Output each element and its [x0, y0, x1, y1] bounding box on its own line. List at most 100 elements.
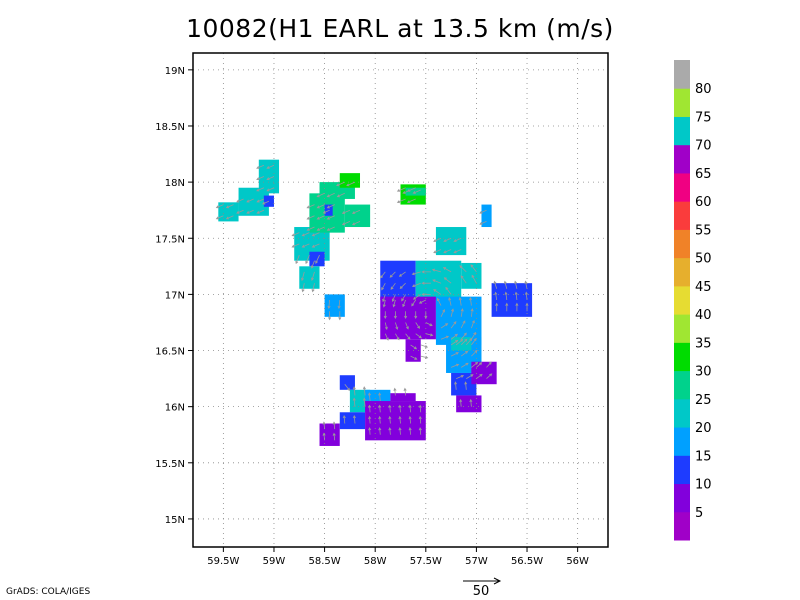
wind-vector — [368, 427, 372, 435]
wind-vector — [459, 265, 467, 273]
grid-lines — [193, 53, 608, 547]
y-tick-label: 17N — [165, 290, 185, 301]
wind-vector — [402, 299, 406, 308]
wind-vector — [459, 398, 463, 407]
wind-vector — [486, 361, 492, 368]
wind-vector — [450, 340, 459, 346]
x-tick-label: 56.5W — [511, 556, 543, 567]
colorbar-swatch — [674, 314, 690, 343]
plot-frame — [192, 52, 609, 548]
wind-vector — [460, 338, 468, 346]
wind-cell — [390, 393, 416, 402]
wind-vector — [266, 176, 275, 181]
wind-vector — [326, 204, 335, 209]
colorbar-swatch — [674, 172, 690, 202]
wind-cell — [263, 195, 274, 207]
colorbar-swatch — [674, 370, 690, 400]
wind-vector — [256, 187, 265, 192]
x-tick-label: 57.5W — [410, 556, 442, 567]
wind-cell — [491, 283, 533, 317]
wind-vector — [403, 387, 407, 396]
wind-vector — [346, 181, 356, 187]
colorbar-label: 45 — [695, 280, 712, 295]
wind-vector — [344, 383, 351, 391]
wind-cell — [471, 361, 497, 385]
wind-vector — [246, 209, 254, 214]
x-tick-label: 59.5W — [207, 556, 239, 567]
wind-vector — [395, 333, 400, 341]
colorbar-label: 65 — [695, 167, 712, 182]
wind-vector — [388, 404, 392, 413]
x-tick-label: 58W — [364, 556, 387, 567]
wind-vector — [525, 302, 529, 312]
wind-vector — [515, 302, 519, 312]
wind-vector — [326, 215, 335, 220]
wind-vector — [225, 215, 234, 220]
wind-vector — [450, 308, 455, 317]
wind-vector — [368, 392, 372, 402]
colorbar-label: 20 — [695, 421, 712, 436]
wind-vector — [410, 344, 418, 350]
wind-vector — [421, 281, 431, 285]
wind-vector — [391, 294, 396, 302]
wind-vector — [393, 387, 397, 396]
wind-cell — [339, 412, 366, 430]
colorbar-label: 15 — [695, 449, 712, 464]
wind-cell — [339, 173, 361, 188]
wind-vector — [336, 181, 345, 187]
wind-vector — [503, 280, 508, 289]
colorbar-swatch — [674, 201, 690, 230]
wind-vector — [332, 421, 336, 430]
wind-vector — [351, 221, 361, 226]
colorbar-label: 60 — [695, 195, 712, 210]
wind-vector — [256, 209, 265, 214]
wind-vector — [476, 373, 483, 379]
wind-vector — [341, 209, 351, 214]
wind-cell — [324, 294, 345, 317]
wind-vector — [460, 275, 467, 284]
wind-vector — [395, 322, 399, 330]
wind-vector — [301, 283, 305, 293]
wind-vector — [398, 427, 402, 435]
colorbar-label: 40 — [695, 308, 712, 323]
wind-vector — [378, 415, 382, 424]
wind-vectors — [215, 164, 529, 441]
wind-vector — [316, 192, 325, 198]
map-title: 10082(H1 EARL at 13.5 km (m/s) — [186, 14, 614, 43]
wind-vector — [352, 414, 356, 424]
wind-vector — [469, 398, 473, 407]
wind-vector — [456, 375, 465, 379]
wind-vector — [418, 299, 426, 304]
wind-vector — [442, 267, 452, 273]
wind-vector — [406, 198, 416, 204]
wind-vector — [352, 386, 356, 396]
wind-vector — [380, 271, 386, 279]
x-tick-label: 56W — [566, 556, 589, 567]
wind-vector — [306, 226, 315, 231]
y-tick-label: 18N — [165, 178, 185, 189]
wind-vector — [383, 311, 387, 320]
wind-vector — [469, 296, 473, 306]
wind-vector — [378, 404, 382, 413]
wind-vector — [432, 279, 442, 284]
wind-vector — [425, 333, 434, 337]
wind-vector — [256, 176, 265, 181]
wind-vector — [465, 337, 473, 346]
colorbar-swatch — [674, 455, 690, 485]
wind-vector — [460, 320, 466, 329]
wind-vector — [415, 333, 422, 339]
wind-vector — [450, 321, 457, 329]
colorbar-label: 5 — [695, 506, 703, 521]
wind-vector — [295, 254, 300, 265]
wind-vector — [450, 333, 458, 340]
wind-cell — [461, 262, 482, 289]
colorbar-label: 30 — [695, 365, 712, 380]
wind-vector — [388, 415, 392, 424]
wind-vector — [328, 311, 332, 321]
wind-vector — [305, 254, 310, 265]
wind-vector — [378, 392, 382, 402]
wind-vector — [453, 237, 462, 242]
reference-vector-arrow — [463, 577, 502, 585]
wind-vector — [322, 432, 326, 441]
